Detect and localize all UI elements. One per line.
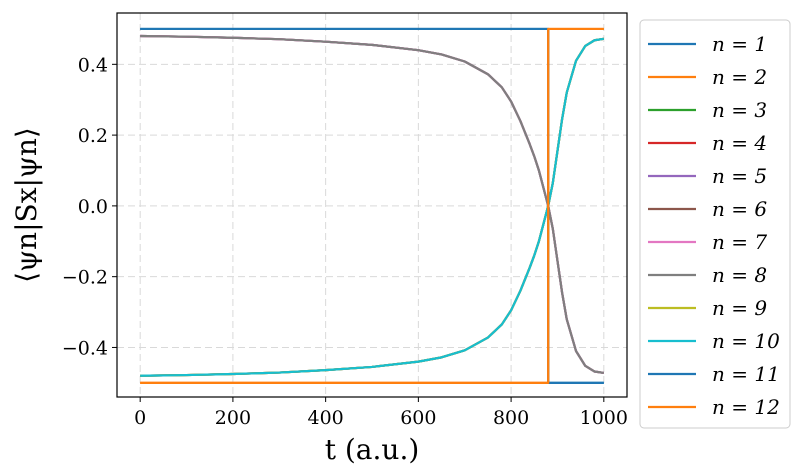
legend-label: n = 4: [712, 131, 767, 155]
x-tick-label: 1000: [580, 407, 628, 429]
x-tick-label: 600: [400, 407, 436, 429]
legend-label: n = 11: [712, 362, 780, 386]
x-tick-label: 200: [215, 407, 251, 429]
legend-label: n = 12: [712, 395, 780, 419]
series-line-n3: [140, 37, 604, 377]
series-line-n5: [140, 34, 604, 375]
ticks: 0 200 400 600 800 1000 −0.4 −0.2 0.0 0.2 0.4: [62, 54, 628, 429]
legend-label: n = 9: [712, 296, 767, 320]
y-tick-label: 0.0: [78, 196, 108, 218]
series-line-n4: [140, 37, 604, 377]
x-tick-label: 400: [308, 407, 344, 429]
series-lines: [140, 27, 604, 384]
legend-label: n = 6: [712, 197, 767, 221]
y-tick-label: −0.2: [62, 267, 108, 289]
legend-box: [639, 19, 791, 429]
y-axis-title: ⟨ψn|Sx|ψn⟩: [10, 127, 43, 283]
grid: [117, 13, 627, 397]
legend-label: n = 2: [712, 65, 767, 89]
x-axis-title: t (a.u.): [325, 433, 420, 466]
series-line-n8: [140, 34, 604, 375]
legend-label: n = 7: [712, 230, 767, 254]
legend: n = 1 n = 2 n = 3 n = 4 n = 5 n = 6 n = 7 n = 8…: [639, 19, 791, 429]
legend-label: n = 3: [712, 98, 767, 122]
legend-label: n = 10: [712, 329, 780, 353]
plot-frame: [116, 12, 628, 398]
legend-label: n = 8: [712, 263, 767, 287]
series-line-n9: [140, 37, 604, 377]
legend-label: n = 5: [712, 164, 767, 188]
legend-label: n = 1: [712, 32, 767, 56]
series-line-n6: [140, 34, 604, 375]
series-line-n10: [140, 37, 604, 377]
x-tick-label: 800: [493, 407, 529, 429]
y-tick-label: −0.4: [62, 337, 108, 359]
series-line-n7: [140, 34, 604, 375]
y-tick-label: 0.4: [78, 54, 108, 76]
y-tick-label: 0.2: [78, 125, 108, 147]
series-line-n12: [140, 27, 604, 384]
x-tick-label: 0: [134, 407, 146, 429]
